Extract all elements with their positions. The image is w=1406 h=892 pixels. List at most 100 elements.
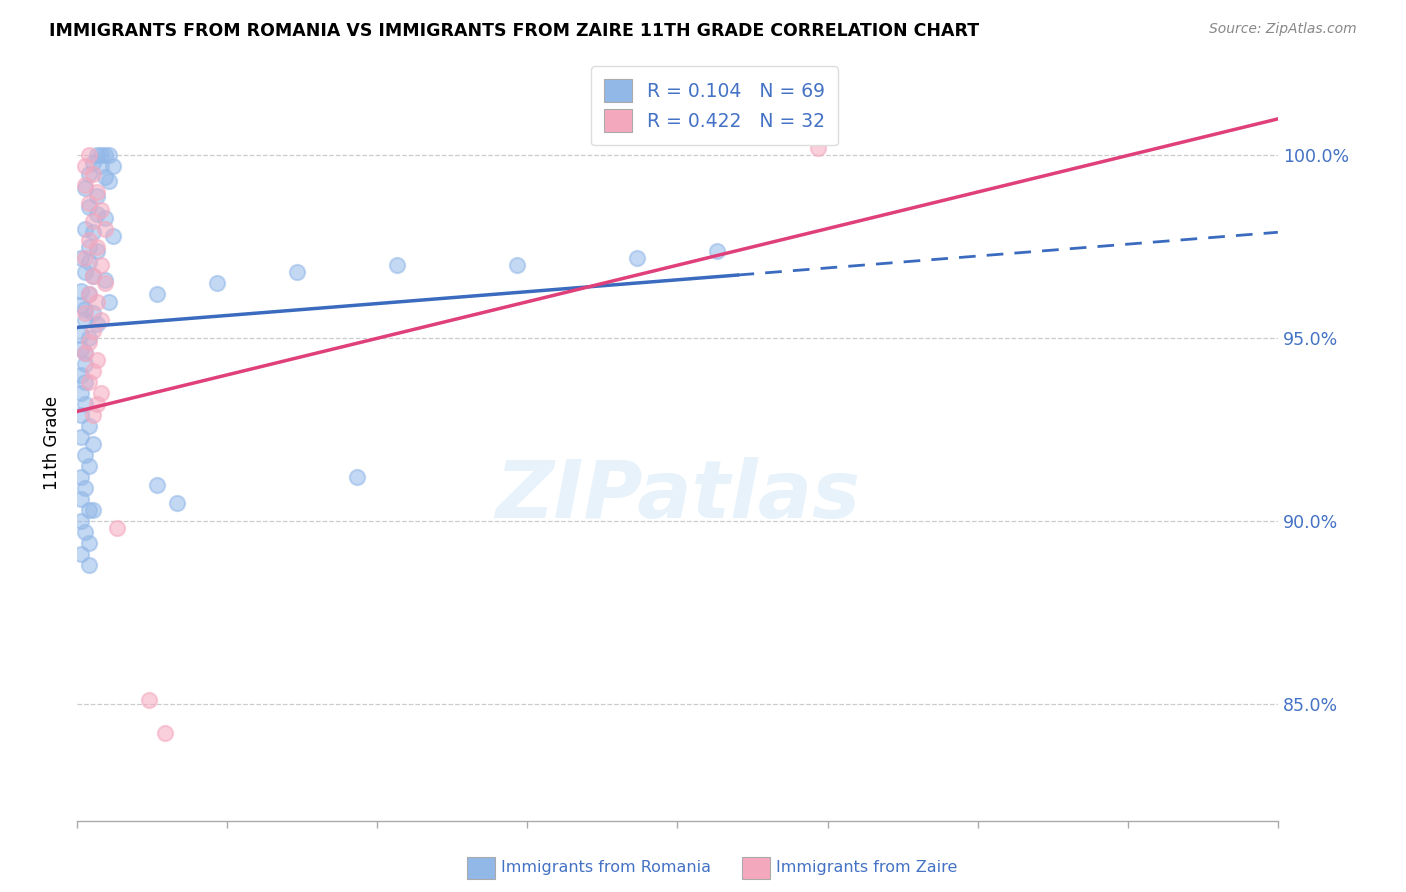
- Point: [82, 324, 104, 338]
- Point: [77, 148, 100, 162]
- Point: [138, 693, 160, 707]
- Point: [77, 233, 100, 247]
- Point: [70, 368, 93, 382]
- Point: [75, 481, 97, 495]
- Point: [75, 265, 97, 279]
- Point: [82, 503, 104, 517]
- Point: [77, 375, 100, 389]
- Point: [105, 521, 128, 535]
- Point: [82, 437, 104, 451]
- Point: [90, 203, 112, 218]
- Point: [75, 346, 97, 360]
- Point: [70, 343, 93, 357]
- Point: [70, 251, 93, 265]
- Point: [77, 503, 100, 517]
- Text: Immigrants from Romania: Immigrants from Romania: [501, 860, 710, 874]
- Point: [77, 167, 100, 181]
- Point: [86, 185, 108, 199]
- Point: [86, 240, 108, 254]
- Point: [346, 470, 368, 484]
- Point: [706, 244, 728, 258]
- Point: [77, 536, 100, 550]
- Point: [77, 334, 100, 349]
- Point: [82, 306, 104, 320]
- Point: [86, 397, 108, 411]
- Point: [506, 258, 529, 272]
- Point: [90, 258, 112, 272]
- Point: [77, 331, 100, 345]
- Point: [86, 148, 108, 162]
- Point: [82, 214, 104, 228]
- Point: [82, 167, 104, 181]
- Point: [75, 306, 97, 320]
- Point: [86, 244, 108, 258]
- Point: [86, 207, 108, 221]
- Point: [70, 408, 93, 422]
- Point: [387, 258, 409, 272]
- Point: [77, 254, 100, 268]
- Point: [94, 221, 117, 235]
- Point: [70, 298, 93, 312]
- Y-axis label: 11th Grade: 11th Grade: [44, 395, 60, 490]
- Point: [77, 558, 100, 572]
- Point: [98, 294, 121, 309]
- Point: [70, 327, 93, 342]
- Point: [90, 386, 112, 401]
- Point: [82, 364, 104, 378]
- Point: [82, 408, 104, 422]
- Point: [90, 148, 112, 162]
- Point: [626, 251, 648, 265]
- Point: [90, 160, 112, 174]
- Point: [75, 301, 97, 316]
- Point: [75, 251, 97, 265]
- Point: [77, 196, 100, 211]
- Point: [153, 726, 176, 740]
- Point: [77, 419, 100, 434]
- Point: [77, 459, 100, 474]
- Text: Immigrants from Zaire: Immigrants from Zaire: [776, 860, 957, 874]
- Point: [285, 265, 308, 279]
- Point: [86, 317, 108, 331]
- Point: [75, 181, 97, 195]
- Point: [75, 313, 97, 327]
- Point: [77, 287, 100, 301]
- Point: [70, 514, 93, 528]
- Point: [94, 170, 117, 185]
- Point: [166, 496, 188, 510]
- Point: [70, 547, 93, 561]
- Point: [86, 353, 108, 368]
- Point: [82, 269, 104, 284]
- Point: [94, 211, 117, 225]
- Text: IMMIGRANTS FROM ROMANIA VS IMMIGRANTS FROM ZAIRE 11TH GRADE CORRELATION CHART: IMMIGRANTS FROM ROMANIA VS IMMIGRANTS FR…: [49, 22, 980, 40]
- Point: [75, 178, 97, 192]
- Point: [86, 188, 108, 202]
- Point: [94, 277, 117, 291]
- Point: [77, 200, 100, 214]
- Point: [806, 141, 828, 155]
- Point: [75, 160, 97, 174]
- Legend: R = 0.104   N = 69, R = 0.422   N = 32: R = 0.104 N = 69, R = 0.422 N = 32: [591, 66, 838, 145]
- Point: [98, 174, 121, 188]
- Point: [75, 448, 97, 462]
- Point: [75, 525, 97, 540]
- Point: [75, 346, 97, 360]
- Point: [70, 284, 93, 298]
- Point: [86, 294, 108, 309]
- Point: [90, 313, 112, 327]
- Point: [205, 277, 228, 291]
- Point: [75, 221, 97, 235]
- Point: [146, 477, 169, 491]
- Text: Source: ZipAtlas.com: Source: ZipAtlas.com: [1209, 22, 1357, 37]
- Point: [82, 156, 104, 170]
- Point: [70, 470, 93, 484]
- Point: [70, 430, 93, 444]
- Point: [82, 269, 104, 284]
- Text: ZIPatlas: ZIPatlas: [495, 457, 860, 534]
- Point: [82, 225, 104, 239]
- Point: [70, 492, 93, 507]
- Point: [101, 228, 124, 243]
- Point: [75, 397, 97, 411]
- Point: [75, 375, 97, 389]
- Point: [77, 287, 100, 301]
- Point: [101, 160, 124, 174]
